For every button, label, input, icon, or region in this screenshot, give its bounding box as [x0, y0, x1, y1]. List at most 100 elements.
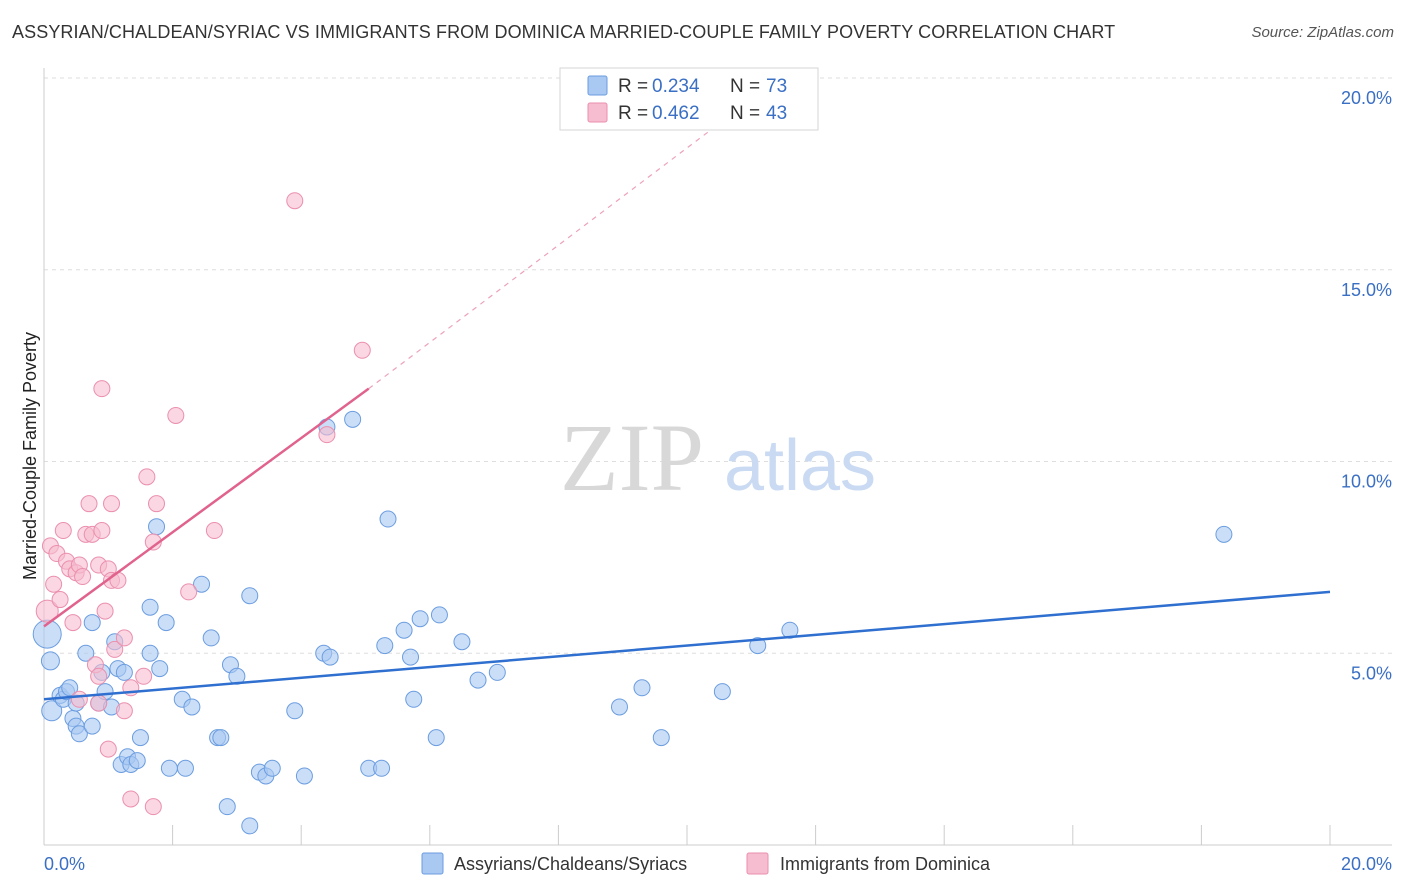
point-assyrians-33: [176, 759, 194, 777]
point-assyrians-55: [376, 637, 394, 655]
point-assyrians-30: [157, 614, 175, 632]
watermark-atlas: atlas: [724, 426, 876, 506]
trend-line-blue: [43, 590, 1331, 701]
point-dominica-28: [109, 571, 127, 589]
trend-line-pink: [43, 387, 370, 628]
point-dominica-34: [138, 468, 156, 486]
point-dominica-31: [122, 790, 140, 808]
point-assyrians-59: [405, 690, 423, 708]
point-assyrians-39: [218, 798, 236, 816]
point-assyrians-57: [395, 621, 413, 639]
point-assyrians-36: [202, 629, 220, 647]
point-assyrians-42: [241, 587, 259, 605]
series-dominica-points: [35, 192, 371, 816]
point-dominica-19: [90, 694, 108, 712]
point-assyrians-38: [212, 729, 230, 747]
point-dominica-42: [318, 426, 336, 444]
bottom-legend-swatch-pink: [746, 852, 769, 875]
legend-n-value-pink: 43: [766, 103, 787, 124]
point-assyrians-51: [321, 648, 339, 666]
point-assyrians-43: [241, 817, 259, 835]
y-tick-labels: 5.0% 10.0% 15.0% 20.0%: [1341, 88, 1392, 683]
x-tick-labels: 0.0% 20.0%: [44, 854, 1392, 874]
legend-r-label-blue: R =: [618, 76, 648, 97]
correlation-legend: R = 0.234 N = 73 R = 0.462 N = 43: [559, 67, 819, 131]
point-dominica-41: [286, 192, 304, 210]
point-dominica-20: [93, 522, 111, 540]
point-dominica-21: [93, 380, 111, 398]
point-dominica-17: [90, 667, 108, 685]
point-dominica-22: [96, 602, 114, 620]
point-assyrians-60: [411, 610, 429, 628]
point-dominica-23: [99, 740, 117, 758]
point-assyrians-69: [713, 683, 731, 701]
point-dominica-4: [51, 591, 69, 609]
point-dominica-2: [45, 575, 63, 593]
point-dominica-11: [70, 690, 88, 708]
legend-n-label-pink: N =: [730, 103, 760, 124]
watermark: ZIP atlas: [560, 404, 876, 511]
point-dominica-29: [115, 629, 133, 647]
series-legend: Assyrians/Chaldeans/Syriacs Immigrants f…: [421, 852, 991, 875]
point-assyrians-54: [373, 759, 391, 777]
point-assyrians-47: [286, 702, 304, 720]
point-assyrians-11: [77, 644, 95, 662]
point-assyrians-62: [430, 606, 448, 624]
trend-lines: [43, 115, 1331, 701]
trend-extension-pink: [368, 115, 730, 390]
point-assyrians-66: [610, 698, 628, 716]
point-dominica-14: [80, 495, 98, 513]
x-tick-label-min: 0.0%: [44, 854, 85, 874]
point-assyrians-72: [1215, 525, 1233, 543]
y-axis-title: Married-Couple Family Poverty: [20, 332, 40, 580]
point-dominica-33: [135, 667, 153, 685]
point-assyrians-29: [151, 660, 169, 678]
chart-title: ASSYRIAN/CHALDEAN/SYRIAC VS IMMIGRANTS F…: [12, 22, 1116, 42]
y-tick-label-10: 10.0%: [1341, 472, 1392, 492]
axes: [43, 68, 1392, 846]
watermark-zip: ZIP: [560, 404, 704, 511]
point-assyrians-6: [61, 679, 79, 697]
point-assyrians-68: [652, 729, 670, 747]
point-assyrians-24: [128, 752, 146, 770]
legend-r-value-blue: 0.234: [652, 76, 700, 97]
point-assyrians-31: [160, 759, 178, 777]
point-assyrians-35: [193, 575, 211, 593]
point-dominica-26: [103, 495, 121, 513]
bottom-legend-swatch-blue: [421, 852, 444, 875]
point-assyrians-25: [131, 729, 149, 747]
point-assyrians-13: [83, 717, 101, 735]
point-assyrians-52: [344, 410, 362, 428]
point-dominica-40: [205, 522, 223, 540]
point-dominica-5: [54, 522, 72, 540]
point-assyrians-63: [453, 633, 471, 651]
point-dominica-38: [167, 406, 185, 424]
point-assyrians-67: [633, 679, 651, 697]
legend-n-label-blue: N =: [730, 76, 760, 97]
point-assyrians-64: [469, 671, 487, 689]
chart-source: Source: ZipAtlas.com: [1251, 24, 1394, 41]
point-assyrians-70: [749, 637, 767, 655]
point-assyrians-1: [40, 651, 60, 671]
legend-swatch-pink: [587, 102, 608, 123]
point-assyrians-2: [41, 700, 63, 722]
point-dominica-30: [115, 702, 133, 720]
point-assyrians-28: [148, 518, 166, 536]
point-assyrians-48: [295, 767, 313, 785]
legend-n-value-blue: 73: [766, 76, 787, 97]
y-tick-label-15: 15.0%: [1341, 280, 1392, 300]
bottom-legend-label-pink: Immigrants from Dominica: [780, 854, 991, 874]
point-assyrians-56: [379, 510, 397, 528]
point-dominica-43: [353, 341, 371, 359]
point-dominica-0: [35, 599, 59, 623]
point-dominica-12: [74, 568, 92, 586]
legend-r-label-pink: R =: [618, 103, 648, 124]
point-assyrians-61: [427, 729, 445, 747]
point-assyrians-27: [141, 644, 159, 662]
point-dominica-39: [180, 583, 198, 601]
point-assyrians-26: [141, 598, 159, 616]
legend-swatch-blue: [587, 75, 608, 96]
point-dominica-37: [148, 495, 166, 513]
point-assyrians-46: [263, 759, 281, 777]
